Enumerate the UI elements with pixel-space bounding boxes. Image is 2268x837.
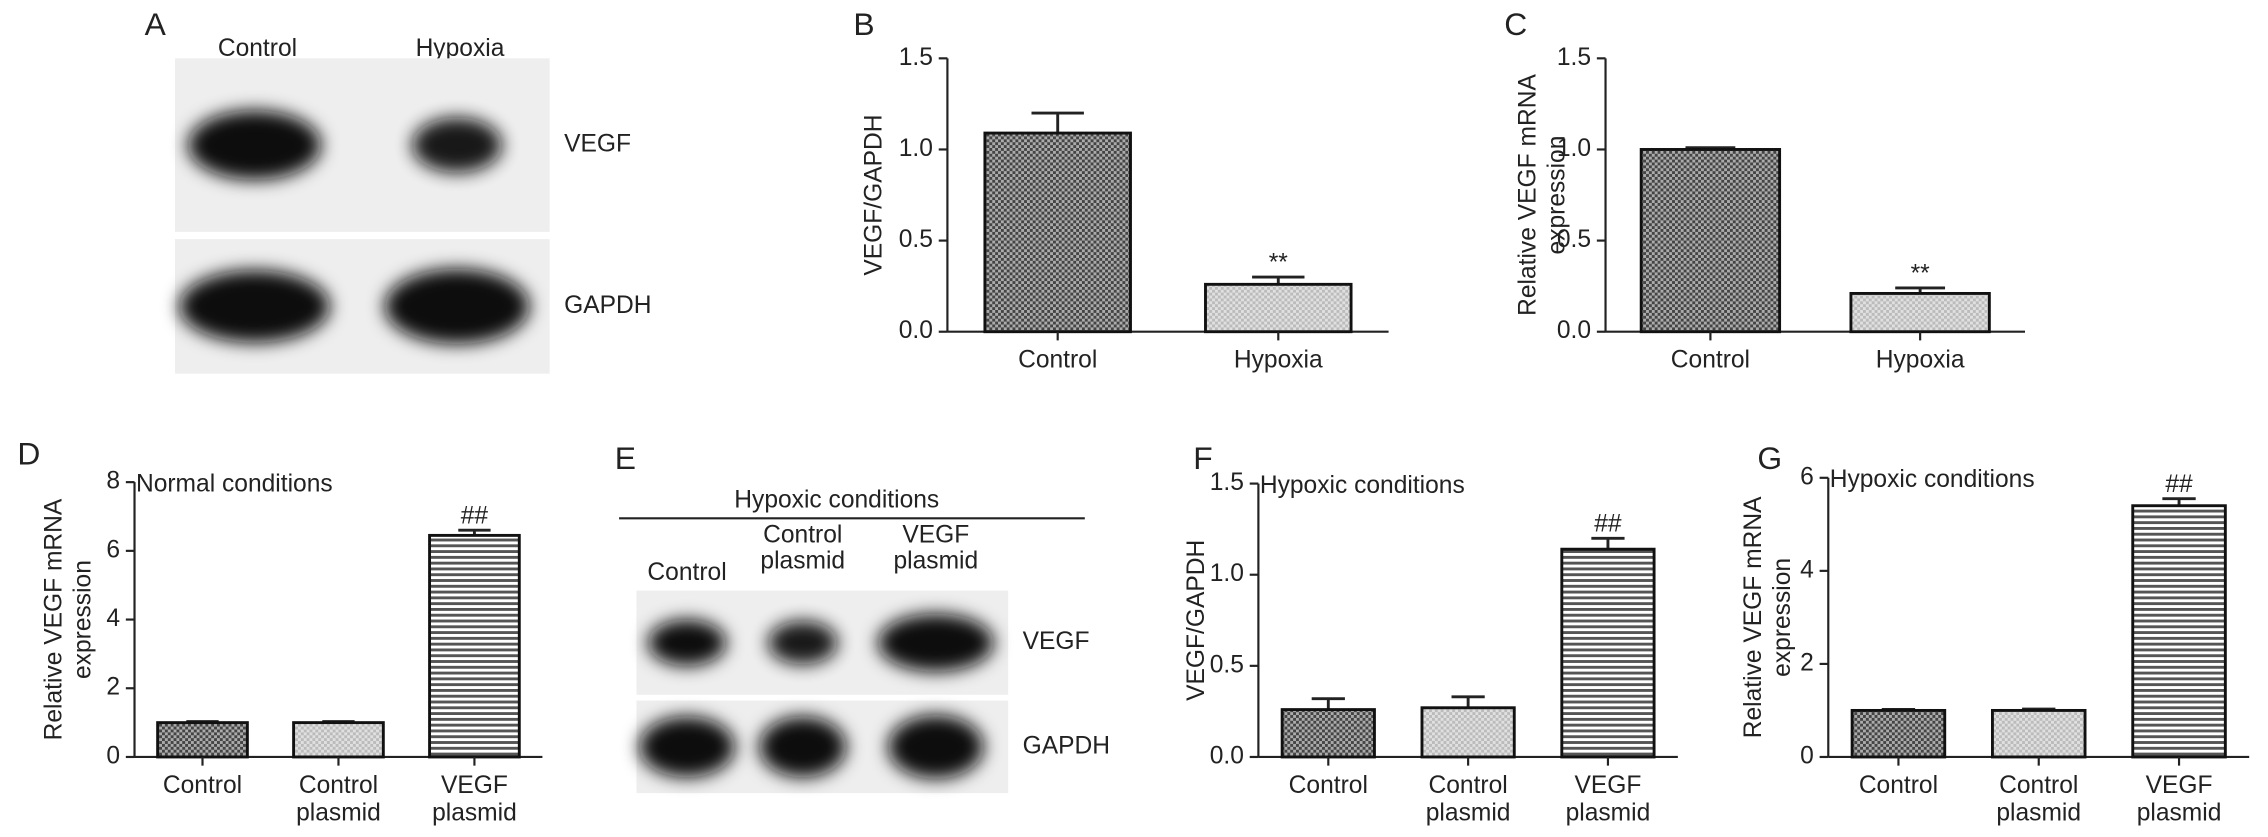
row-label: VEGF xyxy=(1023,628,1090,655)
y-tick-label: 6 xyxy=(1800,463,1814,490)
y-tick-label: 1.5 xyxy=(899,44,933,71)
subtitle: Hypoxic conditions xyxy=(1830,466,2035,493)
y-axis-label: expression xyxy=(69,560,96,679)
row-label: GAPDH xyxy=(564,292,651,319)
column-label: Control plasmid xyxy=(760,521,845,574)
column-label: Hypoxia xyxy=(416,35,505,62)
y-tick-label: 4 xyxy=(106,605,120,632)
bar xyxy=(1639,148,1782,334)
significance-mark: ** xyxy=(1911,260,1931,287)
band xyxy=(384,268,530,345)
y-tick-label: 0.0 xyxy=(1557,317,1591,344)
column-label: VEGF plasmid xyxy=(893,521,978,574)
y-tick-label: 1.0 xyxy=(1557,135,1591,162)
bar xyxy=(2131,504,2227,759)
x-tick-label: VEGF plasmid xyxy=(432,771,517,825)
bar xyxy=(156,721,249,759)
y-tick-label: 0.5 xyxy=(1210,651,1244,678)
panel-label: D xyxy=(17,436,40,472)
y-tick-label: 2 xyxy=(106,674,120,701)
y-tick-label: 0.0 xyxy=(899,317,933,344)
row-label: VEGF xyxy=(564,131,631,158)
bar xyxy=(983,131,1132,334)
subtitle: Normal conditions xyxy=(136,471,333,498)
y-tick-label: 0.5 xyxy=(899,226,933,253)
y-axis-label: Relative VEGF mRNA xyxy=(40,498,67,740)
y-tick-label: 2 xyxy=(1800,649,1814,676)
panel-label: E xyxy=(615,440,636,476)
band xyxy=(877,613,994,672)
y-axis-label: expression xyxy=(1543,136,1570,255)
column-label: Control xyxy=(218,35,297,62)
y-axis-label: Relative VEGF mRNA xyxy=(1514,74,1541,316)
y-tick-label: 6 xyxy=(106,536,120,563)
significance-mark: ## xyxy=(1594,511,1622,538)
y-tick-label: 8 xyxy=(106,468,120,495)
bar xyxy=(1990,708,2087,759)
x-tick-label: Control xyxy=(1289,771,1368,798)
y-tick-label: 1.5 xyxy=(1557,44,1591,71)
band xyxy=(768,621,838,665)
bar xyxy=(292,721,385,759)
y-tick-label: 1.0 xyxy=(1210,560,1244,587)
x-tick-label: Hypoxia xyxy=(1876,346,1965,373)
row-label: GAPDH xyxy=(1023,732,1110,759)
bar xyxy=(1560,547,1656,759)
column-label: Control xyxy=(647,559,726,586)
bar xyxy=(1420,706,1516,759)
band xyxy=(648,619,727,666)
y-tick-label: 1.0 xyxy=(899,135,933,162)
panel-label: A xyxy=(145,6,167,42)
x-tick-label: Hypoxia xyxy=(1234,346,1323,373)
band xyxy=(639,716,735,778)
y-tick-label: 0.5 xyxy=(1557,226,1591,253)
x-tick-label: Control plasmid xyxy=(1426,771,1511,825)
panel-label: C xyxy=(1504,6,1527,42)
x-tick-label: Control plasmid xyxy=(296,771,381,825)
x-tick-label: VEGF plasmid xyxy=(1566,771,1651,825)
y-axis-label: VEGF/GAPDH xyxy=(861,114,888,275)
bar xyxy=(1850,708,1947,759)
x-tick-label: Control xyxy=(1671,346,1750,373)
subtitle: Hypoxic conditions xyxy=(1260,472,1465,499)
band xyxy=(888,715,984,779)
y-axis-label: Relative VEGF mRNA xyxy=(1740,496,1767,738)
bar xyxy=(428,533,521,759)
x-tick-label: Control xyxy=(1859,771,1938,798)
y-tick-label: 1.5 xyxy=(1210,469,1244,496)
bar xyxy=(1204,282,1353,334)
x-tick-label: Control plasmid xyxy=(1996,771,2081,825)
y-axis-label: expression xyxy=(1769,558,1796,677)
y-tick-label: 0 xyxy=(106,742,120,769)
y-axis-label: VEGF/GAPDH xyxy=(1183,540,1210,701)
band xyxy=(412,117,502,173)
x-tick-label: Control xyxy=(163,771,242,798)
band xyxy=(188,110,322,180)
significance-mark: ## xyxy=(2165,471,2193,498)
y-tick-label: 4 xyxy=(1800,556,1814,583)
significance-mark: ** xyxy=(1269,250,1289,277)
blot-title: Hypoxic conditions xyxy=(734,486,939,513)
band xyxy=(179,270,330,343)
x-tick-label: Control xyxy=(1018,346,1097,373)
x-tick-label: VEGF plasmid xyxy=(2137,771,2222,825)
significance-mark: ## xyxy=(461,503,489,530)
panel-label: G xyxy=(1757,440,1782,476)
band xyxy=(759,716,847,778)
panel-label: B xyxy=(853,6,874,42)
bar xyxy=(1280,708,1376,759)
panel-label: F xyxy=(1193,440,1212,476)
y-tick-label: 0 xyxy=(1800,742,1814,769)
bar xyxy=(1849,291,1991,334)
y-tick-label: 0.0 xyxy=(1210,742,1244,769)
